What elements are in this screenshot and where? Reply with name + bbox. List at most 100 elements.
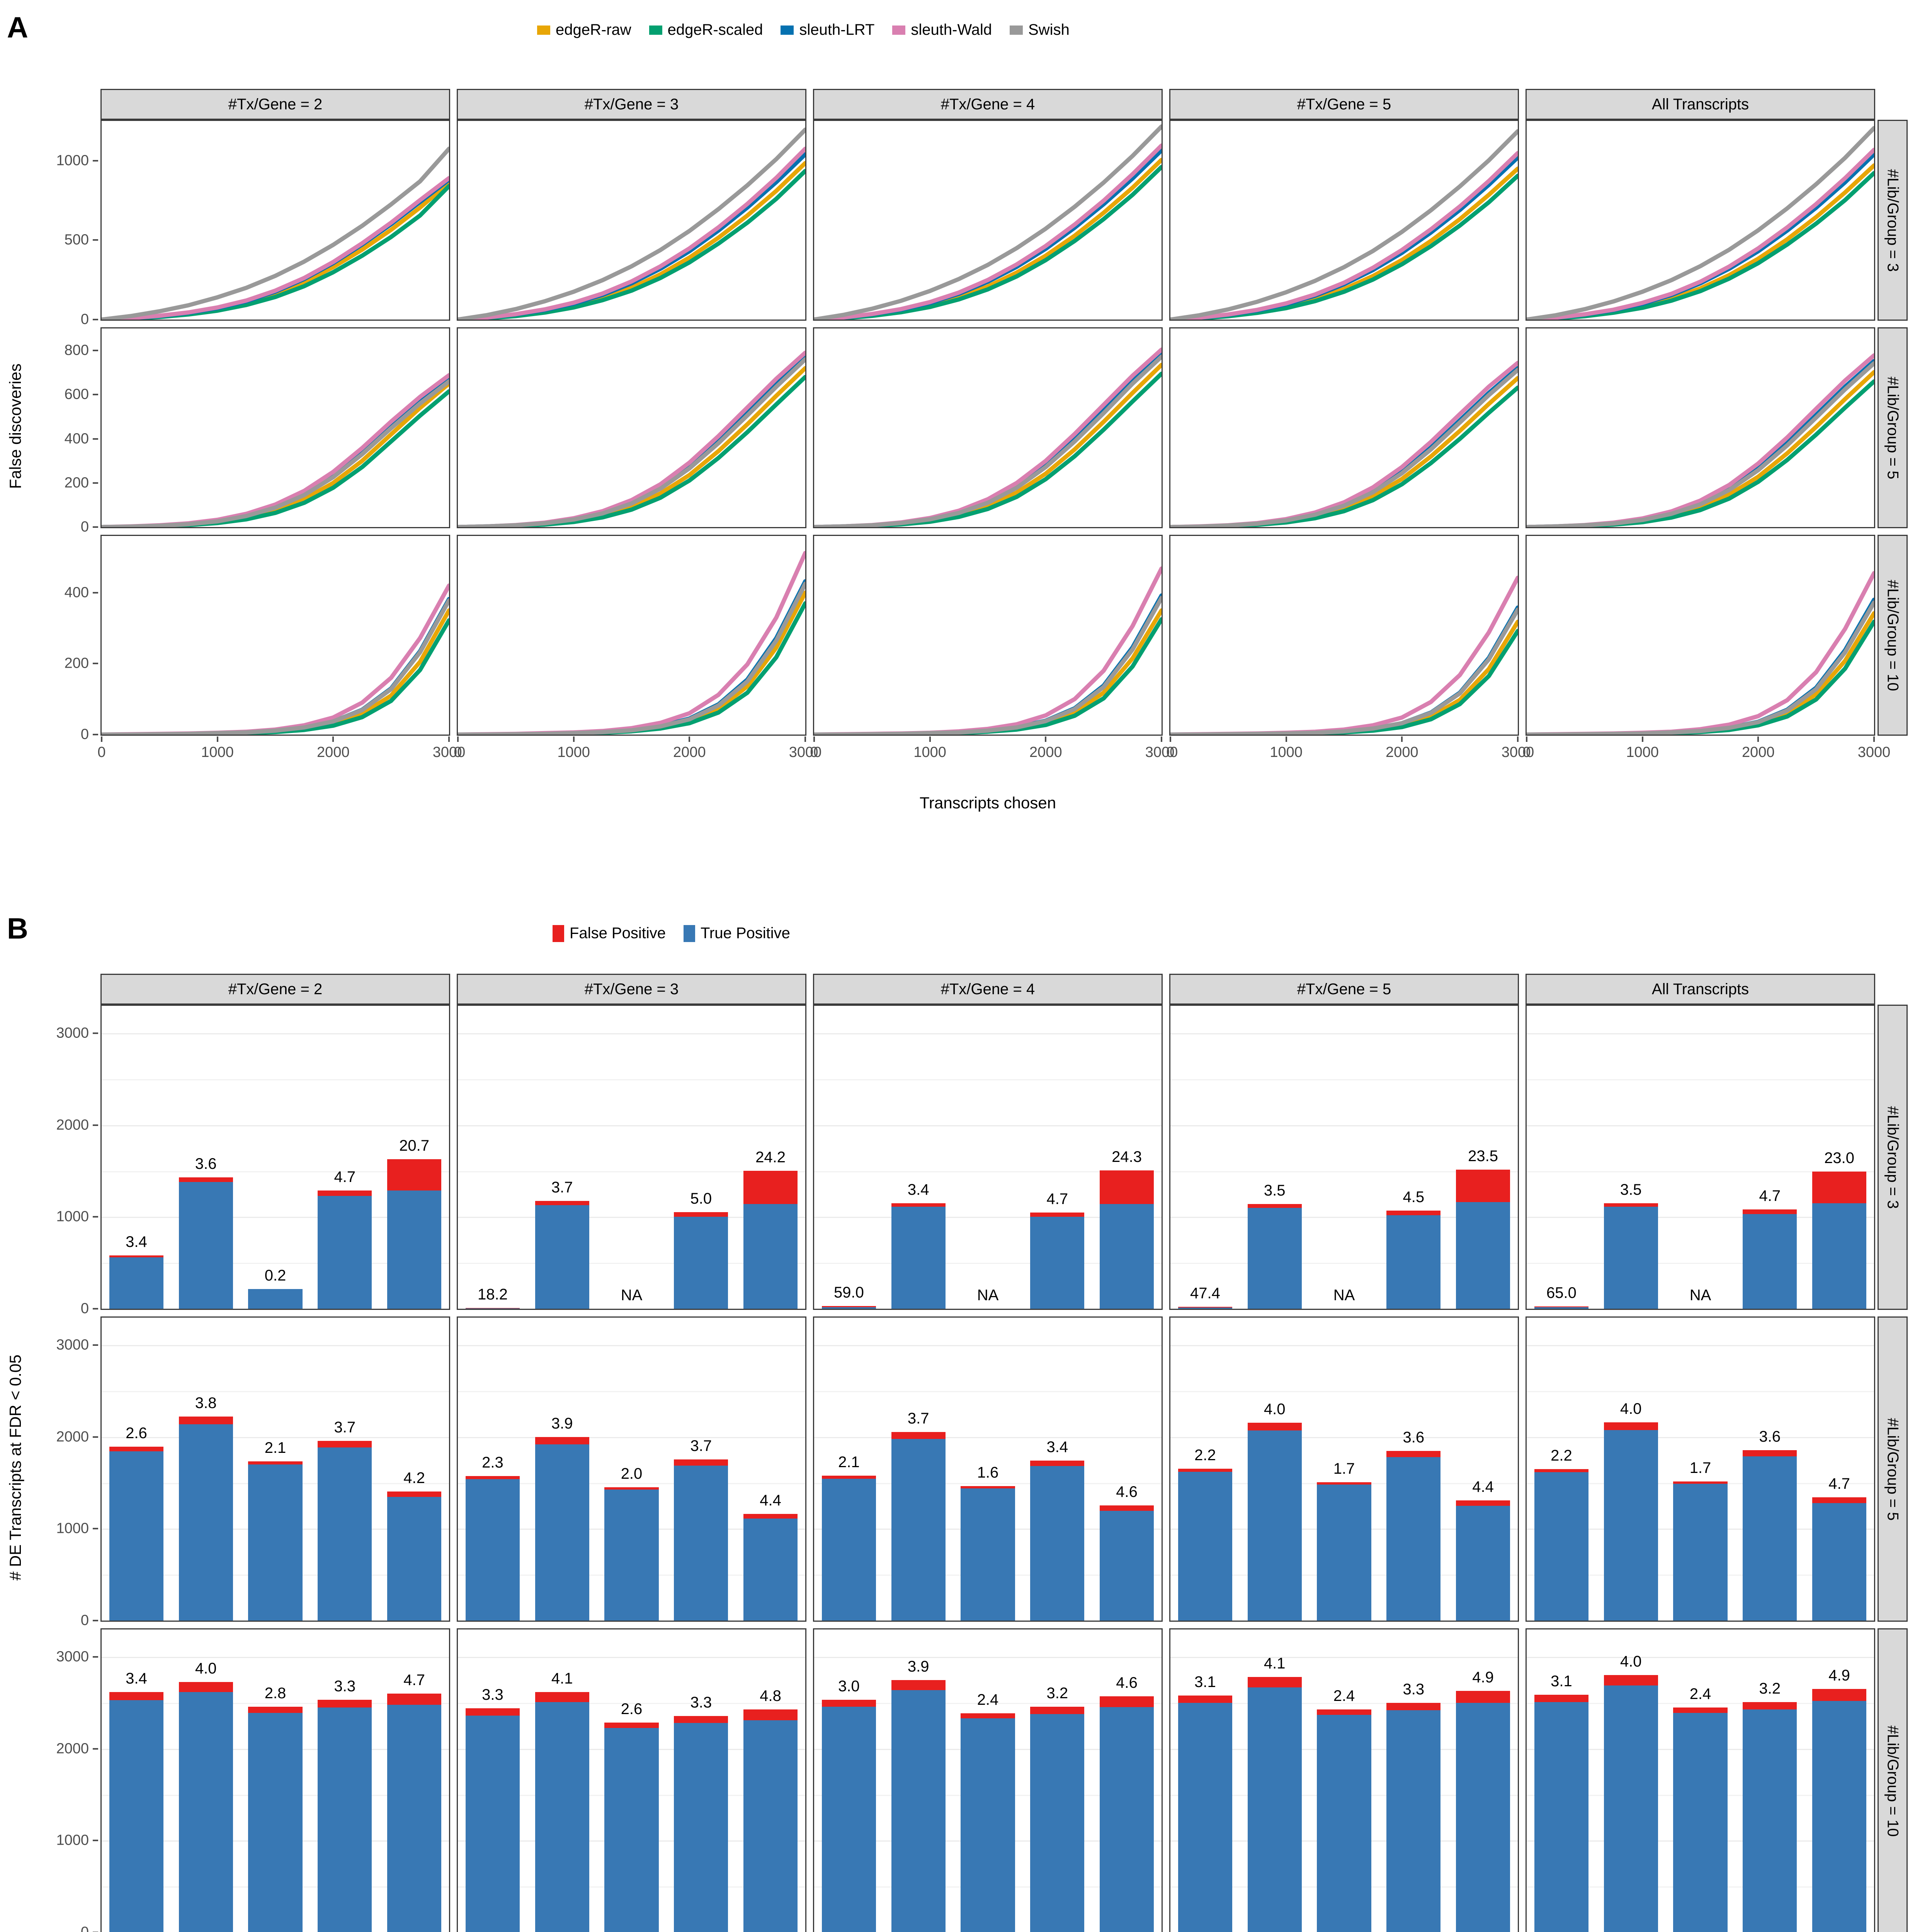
line-series-group [1527, 126, 1874, 320]
x-tick-mark [1757, 736, 1759, 742]
bar-true-positive [961, 1718, 1015, 1932]
bar-value-label: 2.1 [264, 1439, 286, 1456]
bar-false-positive [387, 1159, 442, 1190]
facet-col-strip-label: #Tx/Gene = 4 [940, 980, 1035, 998]
table-row [961, 1486, 1015, 1621]
line-sleuth-wald [1527, 571, 1874, 735]
bar-value-label: 4.4 [1472, 1478, 1494, 1496]
facet-col-strip: All Transcripts [1526, 89, 1875, 120]
bar-value-label: 3.4 [1046, 1438, 1068, 1456]
facet-col-strip: #Tx/Gene = 5 [1169, 974, 1519, 1005]
plot-area: 3.0 3.9 2.4 3.2 4.6 [814, 1629, 1162, 1932]
grid-line-minor [1527, 1263, 1874, 1264]
panel-a-x-axis-title: Transcripts chosen [919, 794, 1056, 812]
facet-cell [457, 327, 806, 528]
panel-a-letter: A [7, 11, 28, 44]
y-tick-label: 1000 [56, 1208, 89, 1225]
plot-area: 2.3 3.9 2.0 3.7 4.4 [458, 1318, 805, 1621]
line-swish [458, 357, 805, 527]
bar-true-positive [1099, 1511, 1154, 1621]
table-row [743, 1709, 798, 1932]
line-edger-raw [1527, 611, 1874, 735]
legend-swatch-icon [1010, 25, 1023, 35]
bar-value-label: 3.2 [1046, 1684, 1068, 1702]
grid-line [102, 1217, 449, 1218]
grid-line [1170, 1125, 1518, 1126]
bar-false-positive [318, 1190, 372, 1196]
bar-value-label: 3.9 [907, 1658, 929, 1675]
x-tick-label: 1000 [913, 744, 946, 760]
bar-false-positive [1099, 1170, 1154, 1204]
grid-line-minor [814, 1483, 1162, 1484]
table-row [1743, 1702, 1797, 1932]
y-tick-mark [93, 438, 98, 440]
facet-cell [1169, 327, 1519, 528]
bar-false-positive [674, 1716, 728, 1723]
bar-false-positive [821, 1699, 876, 1707]
x-tick-mark [1517, 736, 1519, 742]
grid-line [1527, 1437, 1874, 1438]
grid-line [458, 1437, 805, 1438]
bar-value-label: 4.0 [195, 1660, 217, 1677]
grid-line [1170, 1217, 1518, 1218]
legend-panel-a: edgeR-raw edgeR-scaled sleuth-LRT sleuth-Wa… [537, 21, 1070, 39]
facet-col-strip-label: #Tx/Gene = 5 [1297, 980, 1391, 998]
y-tick-label: 3000 [56, 1337, 89, 1353]
bar-false-positive [1812, 1689, 1867, 1701]
bar-value-label: 3.7 [334, 1419, 356, 1436]
bar-true-positive [318, 1447, 372, 1621]
grid-line-minor [814, 1391, 1162, 1393]
grid-line [1527, 1125, 1874, 1126]
grid-line-minor [458, 1079, 805, 1081]
bar-value-label: 3.9 [551, 1415, 573, 1432]
y-tick-label: 0 [80, 1300, 89, 1317]
table-row [1099, 1696, 1154, 1932]
y-tick-mark [93, 663, 98, 665]
bar-false-positive [1099, 1505, 1154, 1511]
bar-true-positive [179, 1182, 233, 1309]
bar-value-label: 2.0 [621, 1465, 643, 1482]
x-tick-label: 1000 [1626, 744, 1659, 760]
grid-line [458, 1125, 805, 1126]
bar-value-label: 24.2 [755, 1148, 786, 1166]
bar-false-positive [248, 1461, 303, 1465]
bar-false-positive [535, 1692, 589, 1702]
bar-true-positive [1812, 1701, 1867, 1932]
table-row [821, 1306, 876, 1309]
bar-true-positive [1812, 1503, 1867, 1621]
facet-col-strip-label: #Tx/Gene = 3 [584, 95, 679, 113]
bar-true-positive [535, 1205, 589, 1309]
x-tick-label: 3000 [1145, 744, 1178, 760]
line-swish [814, 354, 1162, 527]
grid-line-minor [1170, 1391, 1518, 1393]
line-series-group [458, 350, 805, 527]
x-tick-label: 1000 [1270, 744, 1303, 760]
y-tick-label: 3000 [56, 1025, 89, 1041]
facet-row-strip: #Lib/Group = 3 [1878, 1005, 1908, 1310]
bar-value-label: 2.4 [1689, 1685, 1711, 1703]
bar-false-positive [674, 1212, 728, 1217]
y-tick-mark [93, 1656, 98, 1658]
plot-area [458, 328, 805, 527]
facet-row-strip: #Lib/Group = 5 [1878, 327, 1908, 528]
plot-area [1527, 328, 1874, 527]
grid-line-minor [1170, 1171, 1518, 1172]
bar-false-positive [1386, 1451, 1441, 1458]
legend-swatch-icon [683, 925, 695, 942]
bar-false-positive [387, 1693, 442, 1705]
y-tick-label: 400 [64, 584, 89, 601]
bar-true-positive [1743, 1214, 1797, 1309]
bar-false-positive [535, 1201, 589, 1205]
bar-false-positive [821, 1476, 876, 1479]
bar-true-positive [891, 1207, 946, 1309]
bar-true-positive [604, 1490, 659, 1621]
legend-swatch-icon [892, 25, 906, 35]
table-row [1247, 1422, 1302, 1621]
y-tick-mark [93, 482, 98, 484]
bar-true-positive [1030, 1466, 1085, 1621]
table-row [891, 1203, 946, 1309]
bar-true-positive [821, 1478, 876, 1621]
bar-true-positive [387, 1190, 442, 1309]
bar-true-positive [821, 1706, 876, 1932]
line-edger-scaled [102, 184, 449, 320]
